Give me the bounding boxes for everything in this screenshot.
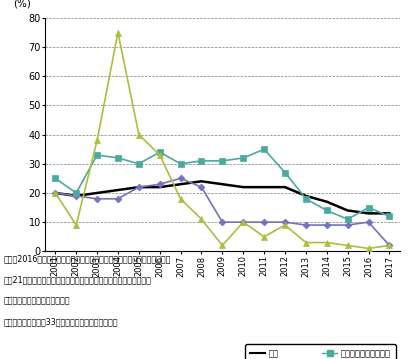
Text: 業は21社。民営企業は７社。各グループにおける長期借入金の総和: 業は21社。民営企業は７社。各グループにおける長期借入金の総和 (4, 276, 152, 285)
Text: 備考：2016年末時点で中央政府所管国有企業は５社。地方政府所管国有企: 備考：2016年末時点で中央政府所管国有企業は５社。地方政府所管国有企 (4, 255, 171, 264)
Text: (%): (%) (13, 0, 31, 9)
Legend: 全体, 国有（中央政府所管）, 国有（地方政府所管）, 民営: 全体, 国有（中央政府所管）, 国有（地方政府所管）, 民営 (245, 344, 396, 359)
Text: を固定資産の総和で除した値。: を固定資産の総和で除した値。 (4, 297, 71, 306)
Text: 資料：中国鱄鉱上圶33社「年度報告書」より作成。: 資料：中国鱄鉱上圶33社「年度報告書」より作成。 (4, 317, 119, 326)
